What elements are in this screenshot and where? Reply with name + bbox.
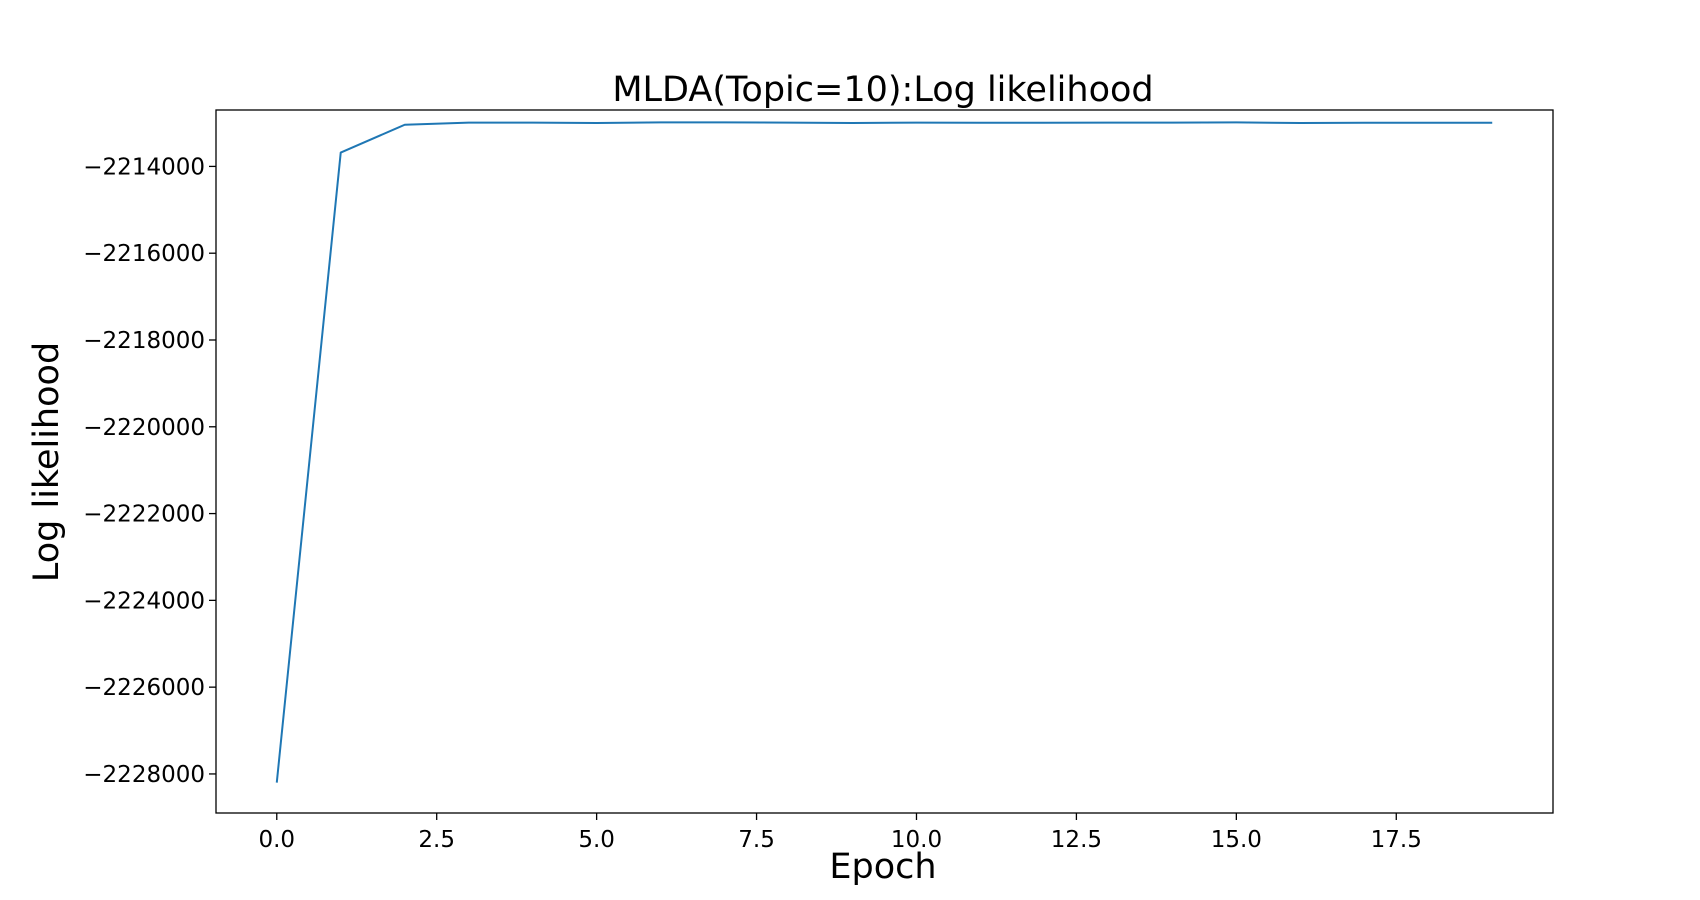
x-tick-label: 7.5 [738,827,775,853]
plot-frame [215,109,1554,814]
x-tick-label: 5.0 [578,827,615,853]
y-axis-title: Log likelihood [27,342,67,582]
y-tick-label: −2228000 [83,762,205,788]
series-line-0 [275,121,1493,783]
chart-title: MLDA(Topic=10):Log likelihood [612,70,1153,110]
y-tick-label: −2216000 [83,241,205,267]
y-tick-label: −2226000 [83,675,205,701]
plot-area: 0.0 2.5 5.0 7.5 10.0 12.5 15.0 17.5 −2214000 −221… [83,109,1554,853]
x-tick-label: 0.0 [258,827,295,853]
y-tick-label: −2220000 [83,415,205,441]
y-tick-label: −2218000 [83,328,205,354]
x-tick-label: 2.5 [418,827,455,853]
y-tick-label: −2222000 [83,502,205,528]
x-tick-label: 12.5 [1051,827,1102,853]
x-axis-title: Epoch [829,847,936,887]
y-tick-label: −2214000 [83,154,205,180]
x-tick-label: 10.0 [891,827,942,853]
y-tick-label: −2224000 [83,588,205,614]
x-tick-label: 17.5 [1371,827,1422,853]
x-tick-label: 15.0 [1211,827,1262,853]
